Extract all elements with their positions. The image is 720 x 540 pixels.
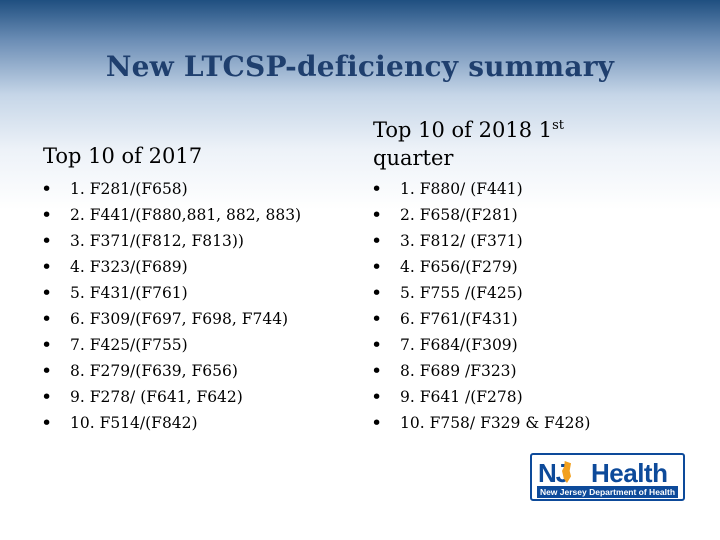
- list-item: • 1. F281/(F658): [40, 176, 301, 202]
- list-item: • 2. F441/(F880,881, 882, 883): [40, 202, 301, 228]
- heading-2017: Top 10 of 2017: [43, 144, 203, 168]
- list-item: • 2. F658/(F281): [370, 202, 590, 228]
- list-item: • 3. F371/(F812, F813)): [40, 228, 301, 254]
- bullet-icon: •: [41, 204, 53, 226]
- item-text: 9. F641 /(F278): [400, 388, 523, 406]
- heading-2018-q1: Top 10 of 2018 1st quarter: [373, 112, 673, 172]
- item-text: 6. F761/(F431): [400, 310, 518, 328]
- item-text: 8. F689 /F323): [400, 362, 517, 380]
- bullet-icon: •: [41, 178, 53, 200]
- item-text: 5. F431/(F761): [70, 284, 188, 302]
- bullet-icon: •: [41, 230, 53, 252]
- bullet-icon: •: [371, 282, 383, 304]
- bullet-icon: •: [41, 360, 53, 382]
- item-text: 7. F684/(F309): [400, 336, 518, 354]
- logo-health-text: Health: [591, 458, 668, 488]
- item-text: 8. F279/(F639, F656): [70, 362, 238, 380]
- list-item: • 3. F812/ (F371): [370, 228, 590, 254]
- bullet-icon: •: [371, 204, 383, 226]
- bullet-icon: •: [41, 308, 53, 330]
- list-item: • 10. F514/(F842): [40, 410, 301, 436]
- heading-2018-line2: quarter: [373, 146, 454, 170]
- slide-title: New LTCSP-deficiency summary: [105, 50, 615, 83]
- bullet-icon: •: [371, 308, 383, 330]
- list-item: • 9. F278/ (F641, F642): [40, 384, 301, 410]
- list-2018-q1: • 1. F880/ (F441) • 2. F658/(F281) • 3. F81…: [370, 176, 590, 436]
- list-item: • 4. F656/(F279): [370, 254, 590, 280]
- list-item: • 8. F689 /F323): [370, 358, 590, 384]
- list-2017: • 1. F281/(F658) • 2. F441/(F880,881, 882,…: [40, 176, 301, 436]
- item-text: 2. F658/(F281): [400, 206, 518, 224]
- heading-2018-superscript: st: [552, 118, 565, 133]
- bullet-icon: •: [371, 360, 383, 382]
- bullet-icon: •: [371, 178, 383, 200]
- item-text: 3. F371/(F812, F813)): [70, 232, 244, 250]
- item-text: 5. F755 /(F425): [400, 284, 523, 302]
- list-item: • 4. F323/(F689): [40, 254, 301, 280]
- bullet-icon: •: [371, 412, 383, 434]
- nj-state-icon: [562, 461, 571, 483]
- list-item: • 5. F755 /(F425): [370, 280, 590, 306]
- list-item: • 9. F641 /(F278): [370, 384, 590, 410]
- bullet-icon: •: [371, 230, 383, 252]
- bullet-icon: •: [371, 386, 383, 408]
- item-text: 1. F880/ (F441): [400, 180, 523, 198]
- bullet-icon: •: [371, 256, 383, 278]
- list-item: • 1. F880/ (F441): [370, 176, 590, 202]
- list-item: • 6. F761/(F431): [370, 306, 590, 332]
- bullet-icon: •: [41, 256, 53, 278]
- item-text: 7. F425/(F755): [70, 336, 188, 354]
- list-item: • 6. F309/(F697, F698, F744): [40, 306, 301, 332]
- item-text: 4. F323/(F689): [70, 258, 188, 276]
- list-item: • 10. F758/ F329 & F428): [370, 410, 590, 436]
- item-text: 9. F278/ (F641, F642): [70, 388, 243, 406]
- item-text: 2. F441/(F880,881, 882, 883): [70, 206, 302, 224]
- bullet-icon: •: [41, 412, 53, 434]
- bullet-icon: •: [41, 334, 53, 356]
- bullet-icon: •: [371, 334, 383, 356]
- item-text: 10. F758/ F329 & F428): [400, 414, 591, 432]
- list-item: • 5. F431/(F761): [40, 280, 301, 306]
- nj-health-logo: NJ Health New Jersey Department of Healt…: [530, 453, 685, 501]
- list-item: • 8. F279/(F639, F656): [40, 358, 301, 384]
- item-text: 4. F656/(F279): [400, 258, 518, 276]
- item-text: 1. F281/(F658): [70, 180, 188, 198]
- list-item: • 7. F425/(F755): [40, 332, 301, 358]
- bullet-icon: •: [41, 282, 53, 304]
- logo-subtitle: New Jersey Department of Health: [537, 486, 678, 498]
- heading-2018-text: Top 10 of 2018 1: [373, 118, 553, 142]
- item-text: 6. F309/(F697, F698, F744): [70, 310, 289, 328]
- item-text: 10. F514/(F842): [70, 414, 198, 432]
- list-item: • 7. F684/(F309): [370, 332, 590, 358]
- bullet-icon: •: [41, 386, 53, 408]
- item-text: 3. F812/ (F371): [400, 232, 523, 250]
